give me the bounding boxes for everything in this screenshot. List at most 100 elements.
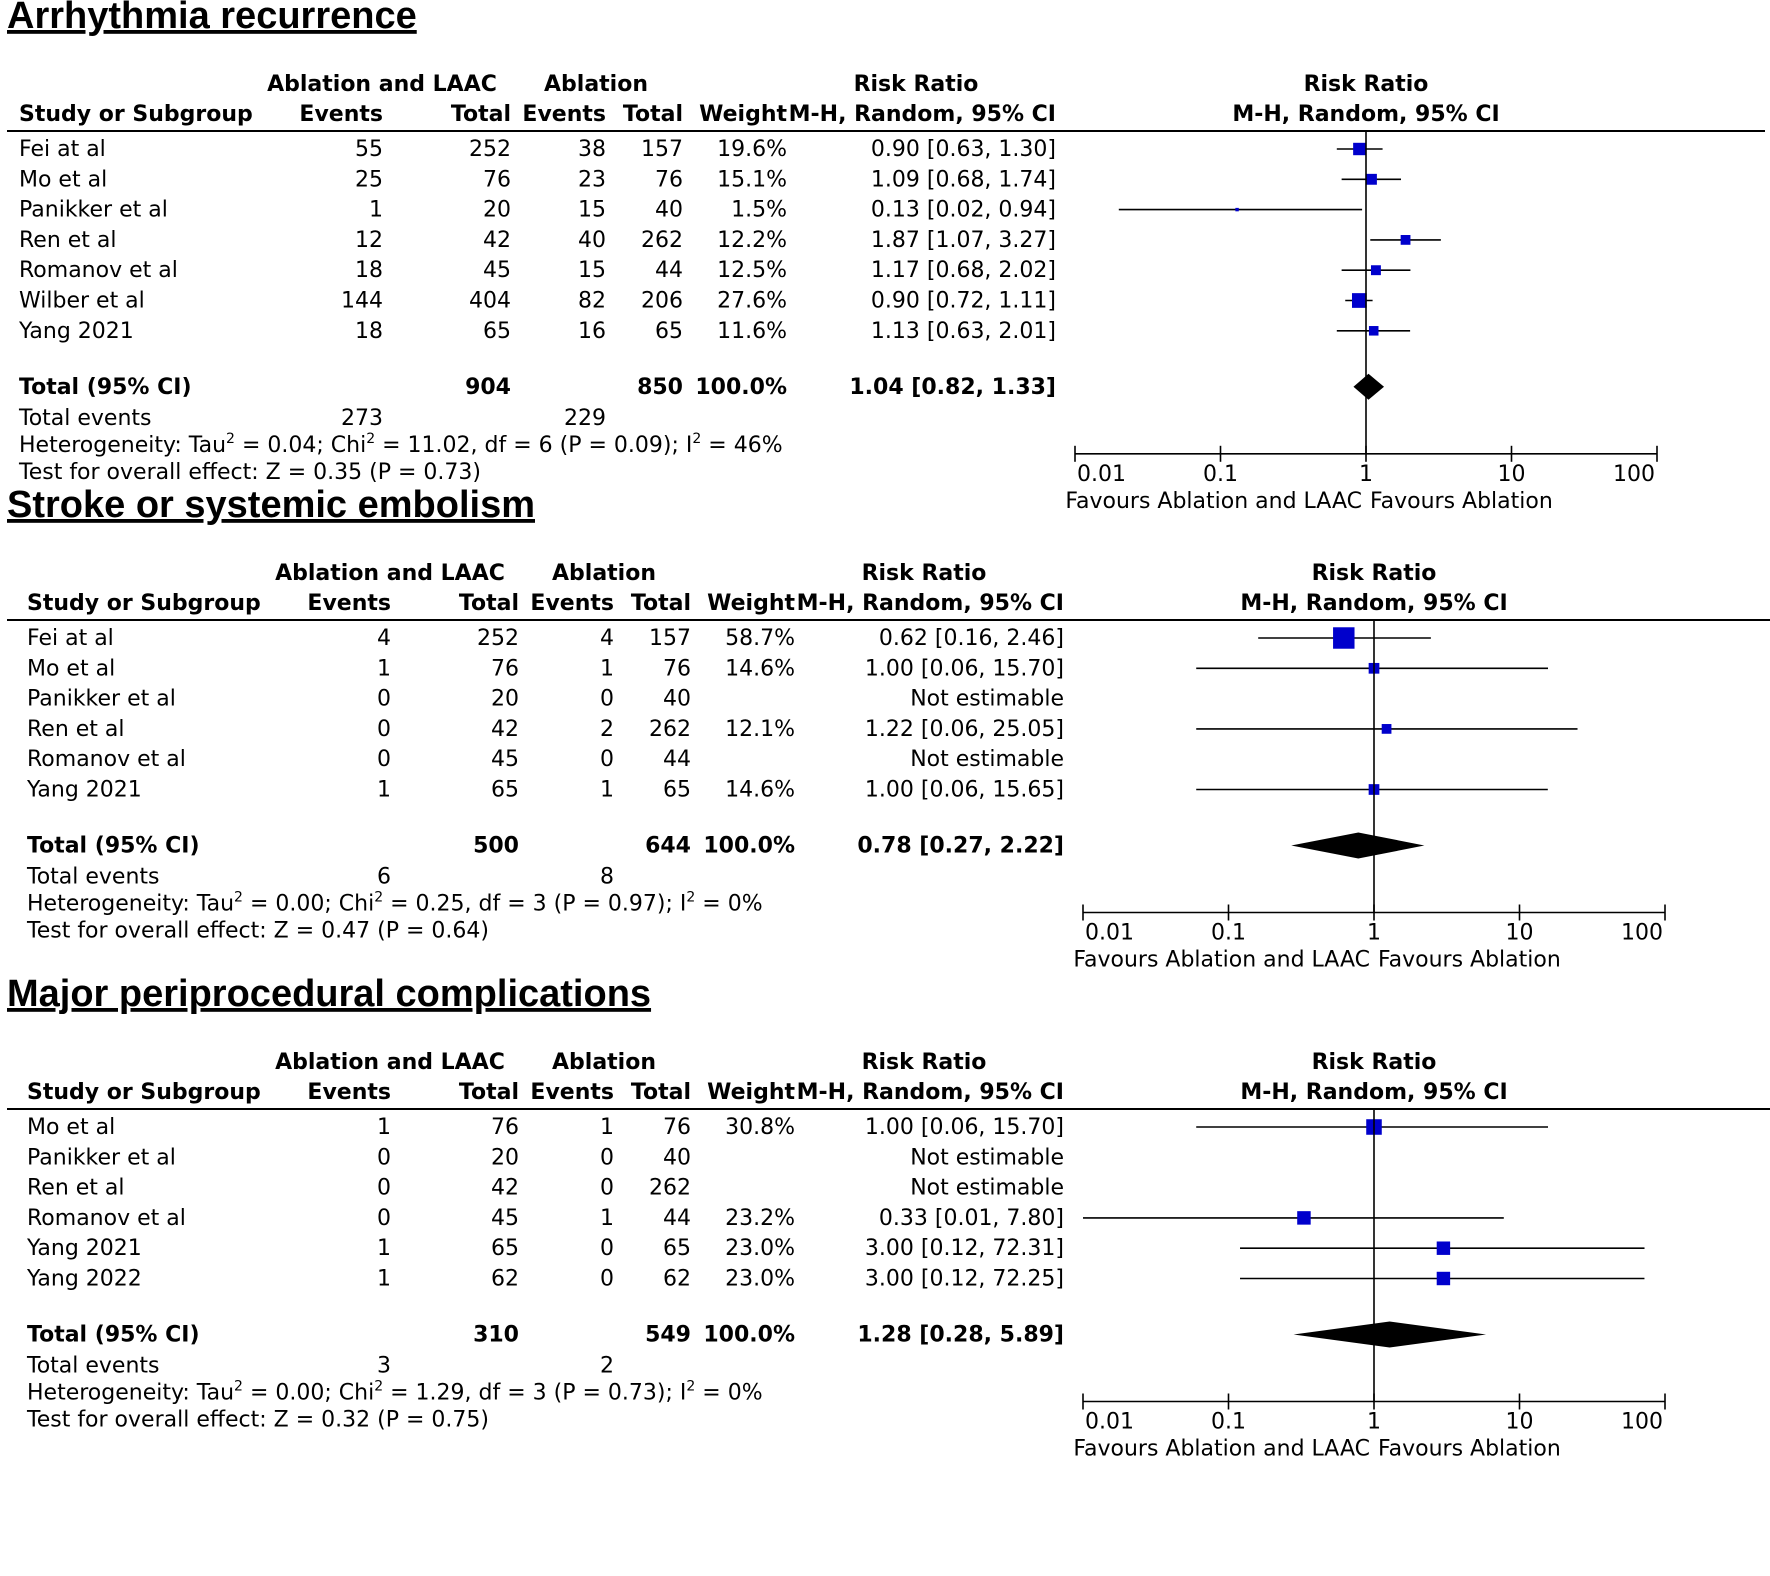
total2-value: 40 [663, 1145, 691, 1170]
total1-value: 45 [491, 1206, 519, 1231]
ci-header: M-H, Random, 95% CI [797, 591, 1064, 616]
forest-plot-3: Major periprocedural complications Ablati… [7, 973, 1770, 1462]
total2-value: 44 [663, 747, 691, 772]
plot-risk-ratio-header: Risk Ratio [1304, 72, 1429, 97]
events2-value: 1 [600, 1206, 614, 1231]
total-events-label: Total events [26, 1354, 160, 1379]
plot-risk-ratio-header: Risk Ratio [1312, 561, 1437, 586]
events1-value: 0 [377, 1206, 391, 1231]
ci-value: 1.00 [0.06, 15.65] [865, 778, 1064, 803]
events1-value: 18 [355, 258, 383, 283]
events2-value: 38 [578, 137, 606, 162]
total2-sum: 644 [645, 834, 691, 859]
total-events1: 6 [377, 865, 391, 890]
effect-marker [1370, 265, 1381, 276]
events2-value: 15 [578, 258, 606, 283]
total-events2: 8 [600, 865, 614, 890]
x-tick-label: 10 [1498, 462, 1526, 487]
favours-right-label: Favours Ablation [1378, 1437, 1561, 1462]
overall-effect-text: Test for overall effect: Z = 0.32 (P = 0… [26, 1408, 489, 1433]
total1-sum: 310 [473, 1323, 519, 1348]
events1-value: 144 [341, 289, 383, 314]
study-header: Study or Subgroup [27, 1080, 261, 1105]
x-tick-label: 100 [1621, 1410, 1663, 1435]
total1-header: Total [451, 102, 511, 127]
ci-header: M-H, Random, 95% CI [789, 102, 1056, 127]
events1-value: 0 [377, 1176, 391, 1201]
x-tick-label: 1 [1359, 462, 1373, 487]
events1-value: 1 [377, 1236, 391, 1261]
ci-value: 0.13 [0.02, 0.94] [871, 198, 1056, 223]
effect-marker [1366, 173, 1377, 185]
x-tick-label: 0.1 [1211, 921, 1246, 946]
favours-left-label: Favours Ablation and LAAC [1065, 489, 1362, 514]
x-tick-label: 0.1 [1203, 462, 1238, 487]
events2-value: 82 [578, 289, 606, 314]
favours-left-label: Favours Ablation and LAAC [1073, 1437, 1370, 1462]
pooled-diamond [1293, 1321, 1487, 1348]
group2-header: Ablation [544, 72, 648, 97]
overall-effect-text: Test for overall effect: Z = 0.35 (P = 0… [18, 460, 481, 485]
total1-header: Total [459, 1080, 519, 1105]
total1-value: 42 [491, 1176, 519, 1201]
total-label: Total (95% CI) [27, 1323, 200, 1348]
study-name: Fei at al [27, 626, 114, 651]
events1-value: 0 [377, 687, 391, 712]
total2-value: 62 [663, 1267, 691, 1292]
forest-plot-2: Stroke or systemic embolism Ablation and … [7, 484, 1770, 973]
study-name: Panikker et al [19, 198, 168, 223]
total1-value: 62 [491, 1267, 519, 1292]
total2-value: 40 [655, 198, 683, 223]
study-name: Ren et al [27, 1176, 125, 1201]
plot-ci-header: M-H, Random, 95% CI [1240, 591, 1507, 616]
events2-header: Events [530, 591, 614, 616]
ci-value: 0.90 [0.63, 1.30] [871, 137, 1056, 162]
total2-sum: 850 [637, 375, 683, 400]
ci-value: 1.09 [0.68, 1.74] [871, 167, 1056, 192]
events2-value: 40 [578, 228, 606, 253]
study-name: Yang 2021 [26, 1236, 142, 1261]
total1-value: 76 [491, 1115, 519, 1140]
events2-header: Events [530, 1080, 614, 1105]
total1-value: 45 [483, 258, 511, 283]
total2-sum: 549 [645, 1323, 691, 1348]
x-tick-label: 0.01 [1085, 921, 1134, 946]
events2-value: 0 [600, 747, 614, 772]
weight-value: 23.2% [725, 1206, 795, 1231]
study-name: Fei at al [19, 137, 106, 162]
weight-header: Weight [707, 1080, 795, 1105]
total2-value: 65 [655, 319, 683, 344]
total1-value: 42 [483, 228, 511, 253]
study-name: Wilber et al [19, 289, 145, 314]
study-name: Romanov et al [27, 747, 186, 772]
total-ci: 1.28 [0.28, 5.89] [857, 1323, 1064, 1348]
total1-value: 252 [469, 137, 511, 162]
events2-value: 1 [600, 656, 614, 681]
weight-value: 15.1% [717, 167, 787, 192]
weight-value: 23.0% [725, 1267, 795, 1292]
total1-value: 76 [491, 656, 519, 681]
total-weight: 100.0% [703, 1323, 795, 1348]
heterogeneity-text: Heterogeneity: Tau2 = 0.00; Chi2 = 1.29,… [27, 1379, 763, 1406]
x-tick-label: 1 [1367, 921, 1381, 946]
ci-value: 1.00 [0.06, 15.70] [865, 656, 1064, 681]
total1-value: 65 [491, 1236, 519, 1261]
events2-header: Events [522, 102, 606, 127]
group2-header: Ablation [552, 1050, 656, 1075]
events2-value: 16 [578, 319, 606, 344]
weight-value: 14.6% [725, 656, 795, 681]
ci-value: Not estimable [910, 1145, 1064, 1170]
weight-value: 1.5% [731, 198, 787, 223]
events2-value: 4 [600, 626, 614, 651]
total2-value: 206 [641, 289, 683, 314]
study-name: Romanov et al [27, 1206, 186, 1231]
risk-ratio-header: Risk Ratio [862, 1050, 987, 1075]
weight-value: 12.1% [725, 717, 795, 742]
weight-value: 19.6% [717, 137, 787, 162]
heterogeneity-text: Heterogeneity: Tau2 = 0.04; Chi2 = 11.02… [19, 431, 783, 458]
events2-value: 0 [600, 687, 614, 712]
study-header: Study or Subgroup [19, 102, 253, 127]
total-label: Total (95% CI) [27, 834, 200, 859]
total2-value: 262 [641, 228, 683, 253]
events1-value: 0 [377, 747, 391, 772]
